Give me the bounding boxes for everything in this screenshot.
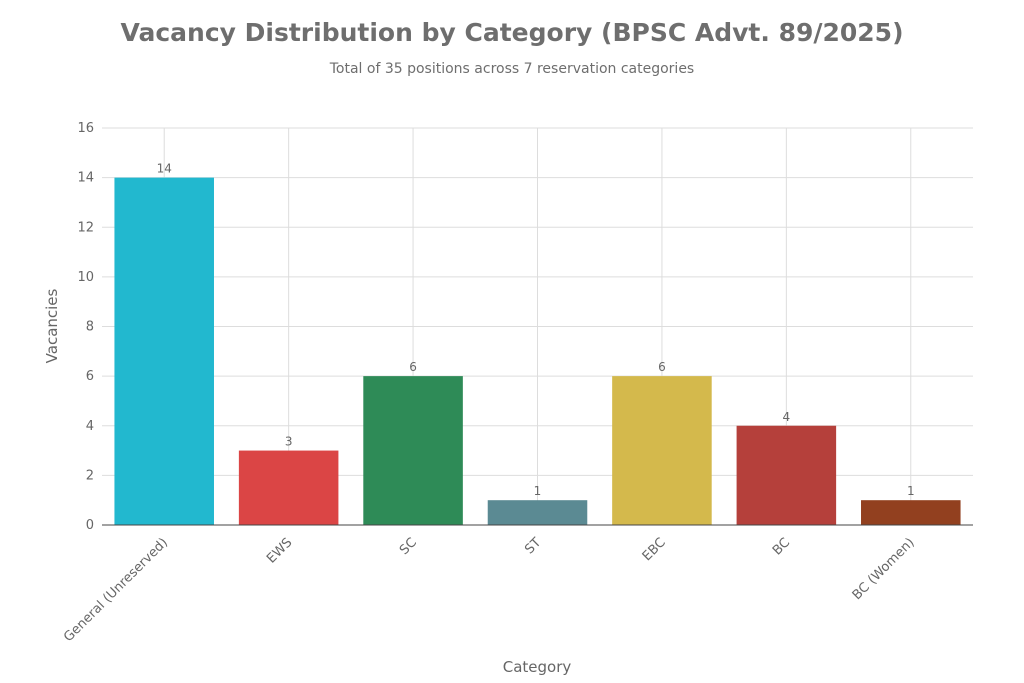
bar xyxy=(114,177,214,525)
bar-value-label: 6 xyxy=(409,360,417,374)
value-labels: 14 3 6 1 6 4 1 xyxy=(157,162,915,499)
bar-value-label: 1 xyxy=(534,484,542,498)
bar xyxy=(487,500,588,525)
bars xyxy=(114,177,961,525)
y-tick-label: 0 xyxy=(86,518,94,533)
x-tick-label: ST xyxy=(522,535,544,557)
y-tick-label: 4 xyxy=(86,419,94,434)
chart-title: Vacancy Distribution by Category (BPSC A… xyxy=(120,18,904,47)
bar xyxy=(736,425,837,525)
grid-lines xyxy=(102,127,973,525)
y-axis-title: Vacancies xyxy=(43,288,61,363)
bar-value-label: 1 xyxy=(907,484,915,498)
bar xyxy=(861,500,961,525)
x-tick-label: BC (Women) xyxy=(850,535,918,603)
y-tick-label: 8 xyxy=(86,320,94,335)
bar-value-label: 3 xyxy=(285,435,293,449)
y-tick-label: 2 xyxy=(86,468,94,483)
x-tick-label: EWS xyxy=(264,535,295,566)
bar-value-label: 14 xyxy=(157,162,172,176)
bar xyxy=(363,376,463,525)
x-tick-label: BC xyxy=(770,535,793,558)
y-tick-label: 10 xyxy=(77,270,94,285)
y-tick-label: 6 xyxy=(86,369,94,384)
bar xyxy=(238,450,339,525)
bar-value-label: 6 xyxy=(658,360,666,374)
x-tick-label: General (Unreserved) xyxy=(61,535,171,645)
chart-subtitle: Total of 35 positions across 7 reservati… xyxy=(329,61,695,77)
x-axis-title: Category xyxy=(503,658,572,676)
y-tick-label: 16 xyxy=(77,121,94,136)
bar-value-label: 4 xyxy=(783,410,791,424)
x-tick-label: SC xyxy=(397,535,420,558)
bar xyxy=(612,376,712,525)
y-tick-label: 14 xyxy=(77,171,94,186)
x-tick-label: EBC xyxy=(640,535,669,564)
y-tick-label: 12 xyxy=(77,220,94,235)
